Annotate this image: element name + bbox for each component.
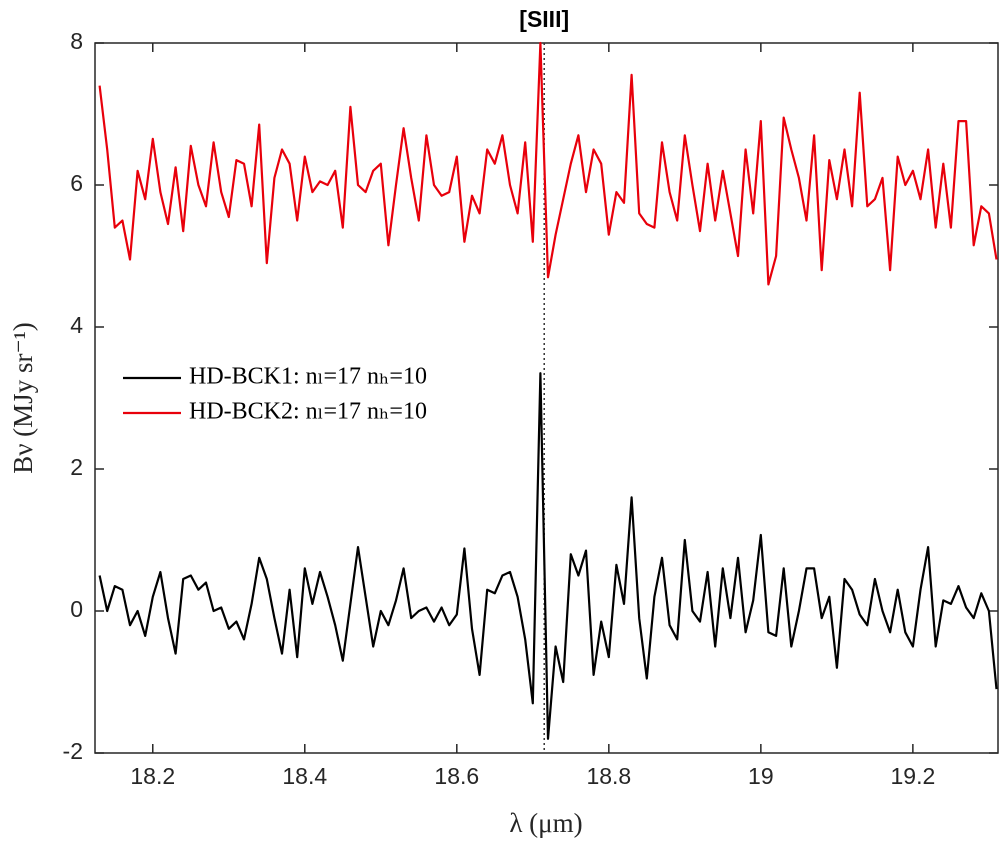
- x-tick-label: 18.8: [586, 763, 631, 789]
- legend-label: HD-BCK1: nₗ=17 nₕ=10: [189, 364, 427, 390]
- legend-label: HD-BCK2: nₗ=17 nₕ=10: [189, 399, 427, 425]
- series-line: [98, 372, 998, 740]
- y-tick-label: 8: [70, 28, 83, 54]
- x-tick-label: 19: [748, 763, 774, 789]
- y-tick-label: -2: [63, 738, 83, 764]
- annotation-label: [SIII]: [519, 6, 569, 32]
- x-axis-label: λ (μm): [509, 808, 582, 838]
- y-tick-label: 0: [70, 596, 83, 622]
- y-axis-label: Bν (MJy sr⁻¹): [8, 322, 38, 474]
- y-tick-label: 6: [70, 170, 83, 196]
- x-tick-label: 18.2: [130, 763, 175, 789]
- y-tick-label: 2: [70, 454, 83, 480]
- y-tick-label: 4: [70, 312, 83, 338]
- x-tick-label: 18.6: [434, 763, 479, 789]
- plot-frame: [94, 42, 999, 754]
- series-line: [98, 41, 998, 286]
- x-tick-label: 19.2: [890, 763, 935, 789]
- x-tick-label: 18.4: [282, 763, 327, 789]
